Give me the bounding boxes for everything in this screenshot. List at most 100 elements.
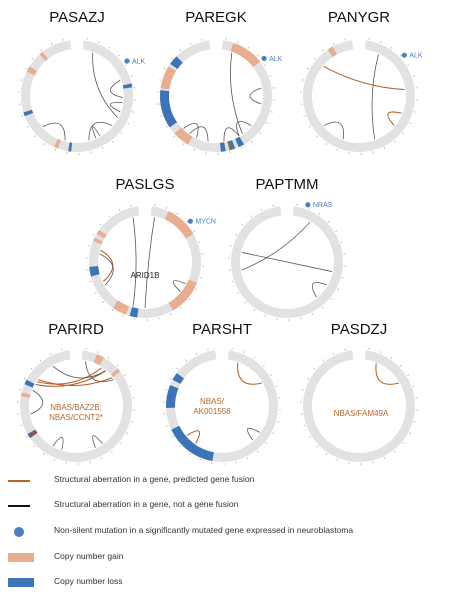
ring-tick: [19, 389, 22, 391]
loss-box-icon: [8, 578, 34, 587]
ring-tick: [383, 457, 386, 460]
copy-number-gain-segment: [93, 237, 103, 245]
copy-number-loss-segment: [166, 385, 179, 408]
mutation-dot: [124, 58, 130, 64]
legend-label-loss: Copy number loss: [54, 576, 123, 586]
mutation-dot: [187, 218, 193, 224]
nonfusion-link: [99, 253, 114, 286]
ring-tick: [118, 208, 121, 211]
fusion-gene-label: AK001558: [193, 407, 231, 416]
ring-tick: [412, 75, 415, 77]
nonfusion-link: [110, 79, 124, 98]
ring-tick: [98, 41, 100, 44]
nonfusion-link: [85, 360, 114, 383]
legend-item-gain: Copy number gain: [8, 551, 438, 565]
ring-tick: [117, 54, 120, 57]
ring-tick: [188, 453, 191, 456]
copy-number-loss-segment: [220, 142, 226, 152]
copy-number-gain-segment: [39, 51, 49, 62]
copy-number-gain-segment: [168, 279, 197, 311]
nonfusion-link: [236, 120, 252, 136]
ring-tick: [107, 356, 110, 359]
copy-number-loss-segment: [159, 90, 178, 128]
gain-box-icon: [8, 553, 34, 562]
ring-tick: [264, 314, 266, 317]
fusion-link: [387, 111, 402, 126]
ring-tick: [409, 122, 412, 124]
copy-number-loss-segment: [89, 266, 100, 277]
ring-tick: [269, 75, 272, 77]
copy-number-gain-segment: [54, 138, 61, 149]
mutated-gene-label: MYCN: [195, 219, 216, 226]
ring-tick: [163, 68, 166, 70]
nonfusion-link: [42, 122, 66, 141]
sample-title: PASAZJ: [49, 9, 105, 26]
ring-tick: [241, 223, 244, 226]
legend-label-mutation: Non-silent mutation in a significantly m…: [54, 525, 354, 535]
ring-tick: [195, 288, 198, 290]
ring-tick: [264, 64, 267, 67]
ring-tick: [244, 301, 247, 304]
copy-number-gain-segment: [164, 211, 194, 239]
ring-tick: [100, 457, 103, 460]
ring-tick: [160, 115, 163, 117]
ring-tick: [335, 230, 338, 233]
ring-tick: [259, 132, 262, 135]
ring-tick: [198, 241, 201, 243]
ring-tick: [124, 374, 127, 377]
fusion-gene-label: NBAS/CCNT2*: [49, 413, 103, 422]
ring-tick: [260, 208, 263, 211]
ring-tick: [332, 352, 335, 355]
ring-tick: [42, 453, 45, 456]
legend-item-fusion: Structural aberration in a gene, predict…: [8, 474, 438, 488]
fusion-gene-label: NBAS/: [200, 397, 225, 406]
ring-tick: [266, 122, 269, 124]
ring-tick: [393, 140, 396, 143]
circos-plot-paregk: PAREGK ALK: [157, 9, 283, 155]
ring-tick: [129, 385, 132, 387]
ring-tick: [171, 435, 174, 438]
ring-tick: [20, 79, 23, 81]
ring-tick: [169, 313, 172, 316]
chromosome-ring: [303, 350, 415, 463]
ring-tick: [306, 68, 309, 70]
ring-tick: [34, 135, 37, 138]
ring-tick: [383, 147, 386, 150]
mutated-gene-label: ALK: [132, 59, 146, 66]
nonfusion-link: [241, 221, 311, 271]
fusion-link: [35, 370, 106, 387]
ring-tick: [173, 135, 176, 138]
nonfusion-link: [92, 52, 118, 118]
ring-tick: [240, 147, 243, 150]
ring-tick: [409, 432, 412, 434]
ring-tick: [130, 75, 133, 77]
ring-tick: [110, 450, 113, 453]
ring-tick: [54, 148, 56, 151]
nonfusion-link: [132, 217, 137, 307]
ring-tick: [21, 115, 24, 117]
nonfusion-link: [144, 216, 155, 309]
copy-number-loss-segment: [68, 142, 73, 152]
ring-tick: [308, 207, 310, 210]
ring-tick: [189, 42, 192, 45]
copy-number-loss-segment: [129, 307, 139, 318]
copy-number-gain-segment: [327, 46, 337, 58]
sample-title: PAREGK: [185, 9, 246, 26]
ring-tick: [179, 306, 182, 309]
ring-tick: [402, 132, 405, 135]
legend-item-mutation: Non-silent mutation in a significantly m…: [8, 525, 438, 539]
mutated-gene-label: ALK: [269, 56, 283, 63]
ring-tick: [116, 364, 119, 367]
legend-label-fusion: Structural aberration in a gene, predict…: [54, 474, 255, 484]
ring-tick: [193, 230, 196, 233]
ring-tick: [127, 122, 130, 124]
ring-tick: [97, 351, 99, 354]
ring-tick: [308, 125, 311, 128]
ring-tick: [325, 143, 328, 146]
nonfusion-link: [230, 52, 243, 134]
ring-tick: [247, 46, 250, 49]
ring-tick: [193, 148, 195, 151]
ring-tick: [230, 245, 233, 247]
nonfusion-link: [52, 365, 106, 379]
ring-tick: [308, 435, 311, 438]
